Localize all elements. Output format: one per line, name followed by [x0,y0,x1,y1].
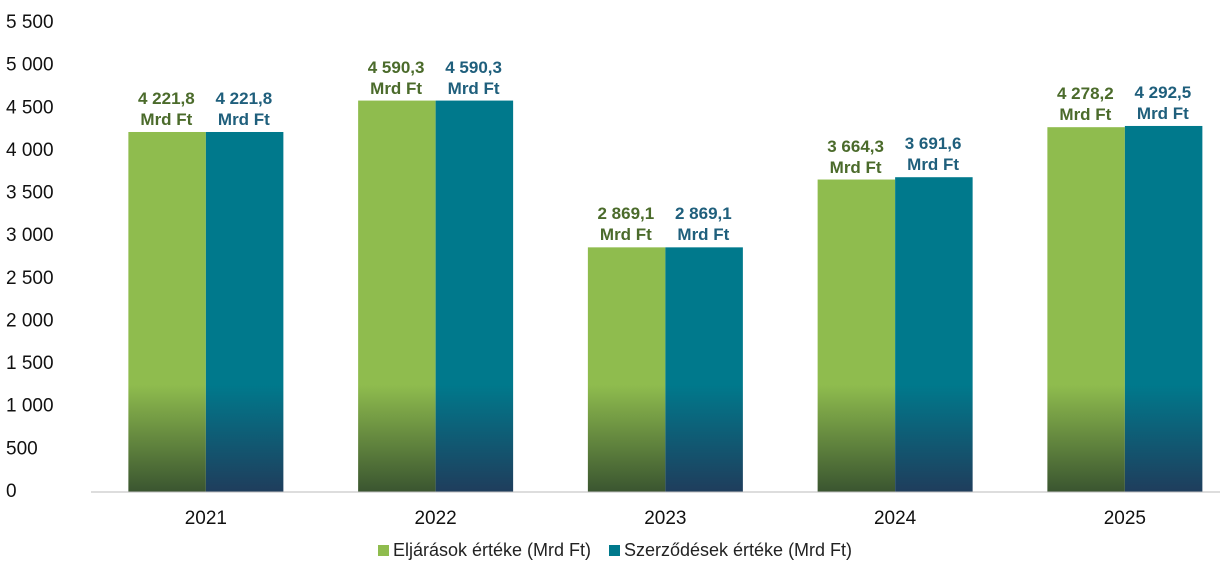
data-label: 2 869,1 Mrd Ft [675,204,732,245]
data-label: 3 664,3 Mrd Ft [827,136,884,177]
data-label: 4 221,8 Mrd Ft [138,88,195,129]
data-label: 3 691,6 Mrd Ft [904,134,962,175]
data-label: 4 590,3 Mrd Ft [445,57,502,98]
y-tick-label: 4 500 [6,97,54,118]
y-tick-label: 5 500 [6,12,54,33]
bar [817,179,896,492]
data-label: 4 590,3 Mrd Ft [367,57,425,98]
x-tick-label: 2021 [185,508,227,529]
data-label: 2 869,1 Mrd Ft [597,204,655,245]
data-label: 4 221,8 Mrd Ft [215,88,273,129]
y-tick-label: 2 500 [6,268,54,289]
bar [205,131,284,492]
bar [1124,125,1203,492]
legend-label: Szerződések értéke (Mrd Ft) [623,540,853,560]
bar [1047,127,1125,492]
legend-item: Eljárások értéke (Mrd Ft) [377,540,591,561]
y-tick-label: 5 000 [6,55,54,76]
y-tick-label: 2 000 [6,310,54,331]
legend-label: Eljárások értéke (Mrd Ft) [392,540,591,560]
bar [435,100,514,492]
x-tick-label: 2023 [644,508,686,529]
y-tick-label: 0 [6,481,17,502]
bar [128,131,206,492]
x-tick-label: 2025 [1104,508,1146,529]
legend-item: Szerződések értéke (Mrd Ft) [608,540,853,561]
data-label: 4 278,2 Mrd Ft [1057,84,1114,125]
legend-swatch [608,545,620,556]
y-tick-label: 3 500 [6,183,54,204]
legend-swatch [377,545,389,556]
x-tick-label: 2024 [874,508,917,529]
y-tick-label: 4 000 [6,140,54,161]
bar [665,247,743,492]
y-tick-label: 3 000 [6,225,54,246]
data-label: 4 292,5 Mrd Ft [1134,82,1192,123]
bar [587,247,666,492]
bar [358,100,436,492]
bar [895,177,973,492]
y-tick-label: 500 [6,438,38,459]
x-tick-label: 2022 [414,508,456,529]
y-tick-label: 1 500 [6,353,54,374]
legend: Eljárások értéke (Mrd Ft) Szerződések ért… [0,540,1230,561]
y-tick-label: 1 000 [6,396,54,417]
